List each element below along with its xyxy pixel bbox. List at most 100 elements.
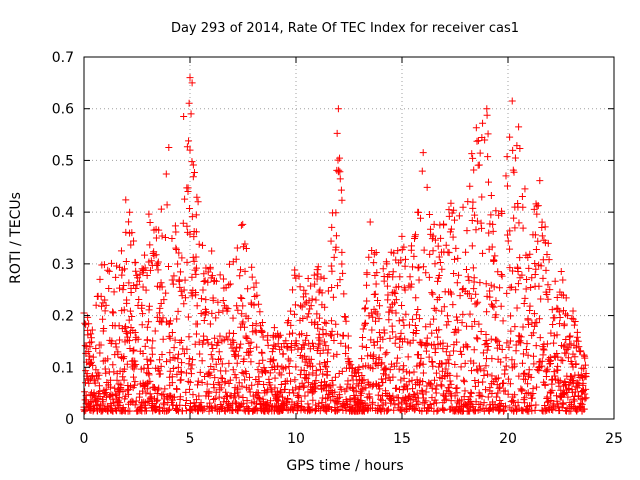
data-point	[143, 355, 151, 363]
data-point	[389, 373, 397, 381]
data-point	[316, 365, 324, 373]
data-point	[426, 210, 434, 218]
data-point	[188, 158, 196, 166]
data-point	[327, 317, 335, 325]
data-point	[459, 203, 467, 211]
data-point	[574, 337, 582, 345]
data-point	[239, 220, 247, 228]
data-point	[358, 372, 366, 380]
data-point	[158, 283, 166, 291]
data-point	[152, 234, 160, 242]
data-point	[159, 335, 167, 343]
data-point	[548, 376, 556, 384]
data-point	[122, 228, 130, 236]
data-point	[544, 295, 552, 303]
data-point	[559, 400, 567, 408]
data-point	[171, 354, 179, 362]
data-point	[109, 361, 117, 369]
data-point	[303, 313, 311, 321]
data-point	[375, 354, 383, 362]
data-point	[569, 307, 577, 315]
data-point	[233, 302, 241, 310]
data-point	[324, 287, 332, 295]
data-point	[514, 280, 522, 288]
data-point	[241, 376, 249, 384]
data-point	[125, 218, 133, 226]
data-point	[471, 211, 479, 219]
data-point	[519, 224, 527, 232]
data-point	[242, 334, 250, 342]
data-point	[409, 385, 417, 393]
data-point	[383, 282, 391, 290]
data-point	[172, 228, 180, 236]
data-point	[304, 400, 312, 408]
data-point	[547, 397, 555, 405]
data-point	[511, 391, 519, 399]
data-point	[302, 290, 310, 298]
x-tick-label: 15	[393, 431, 411, 447]
data-point	[149, 400, 157, 408]
data-point	[378, 359, 386, 367]
data-point	[368, 400, 376, 408]
data-point	[518, 359, 526, 367]
data-point	[453, 372, 461, 380]
data-point	[322, 319, 330, 327]
data-point	[483, 308, 491, 316]
data-point	[300, 286, 308, 294]
data-point	[331, 388, 339, 396]
data-point	[571, 318, 579, 326]
data-point	[538, 357, 546, 365]
data-point	[516, 254, 524, 262]
data-point	[147, 257, 155, 265]
data-point	[380, 326, 388, 334]
data-point	[580, 365, 588, 373]
data-point	[580, 351, 588, 359]
data-point	[308, 295, 316, 303]
data-point	[271, 384, 279, 392]
data-point	[189, 161, 197, 169]
data-point	[464, 343, 472, 351]
data-point	[393, 354, 401, 362]
data-point	[161, 233, 169, 241]
data-point	[197, 399, 205, 407]
data-point	[274, 362, 282, 370]
data-point	[458, 319, 466, 327]
data-point	[434, 333, 442, 341]
data-point	[185, 137, 193, 145]
data-point	[303, 375, 311, 383]
data-point	[473, 334, 481, 342]
data-point	[523, 276, 531, 284]
data-point	[415, 381, 423, 389]
data-point	[359, 376, 367, 384]
data-point	[467, 388, 475, 396]
data-point	[469, 198, 477, 206]
data-point	[411, 393, 419, 401]
data-point	[544, 405, 552, 413]
y-tick-label: 0.5	[52, 153, 74, 169]
data-point	[576, 348, 584, 356]
data-point	[379, 379, 387, 387]
data-point	[469, 264, 477, 272]
data-point	[444, 356, 452, 364]
data-point	[470, 285, 478, 293]
data-point	[313, 266, 321, 274]
data-point	[483, 346, 491, 354]
data-point	[488, 372, 496, 380]
data-point	[165, 144, 173, 151]
data-point	[84, 347, 92, 355]
data-point	[124, 333, 132, 341]
data-point	[454, 399, 462, 407]
data-point	[308, 406, 316, 414]
data-point	[355, 364, 363, 372]
data-point	[532, 265, 540, 273]
data-point	[406, 392, 414, 400]
data-point	[505, 343, 513, 351]
data-point	[346, 396, 354, 404]
data-point	[498, 272, 506, 280]
data-point	[320, 338, 328, 346]
data-point	[139, 349, 147, 357]
data-point	[96, 275, 104, 283]
data-point	[423, 340, 431, 348]
data-point	[192, 228, 200, 236]
